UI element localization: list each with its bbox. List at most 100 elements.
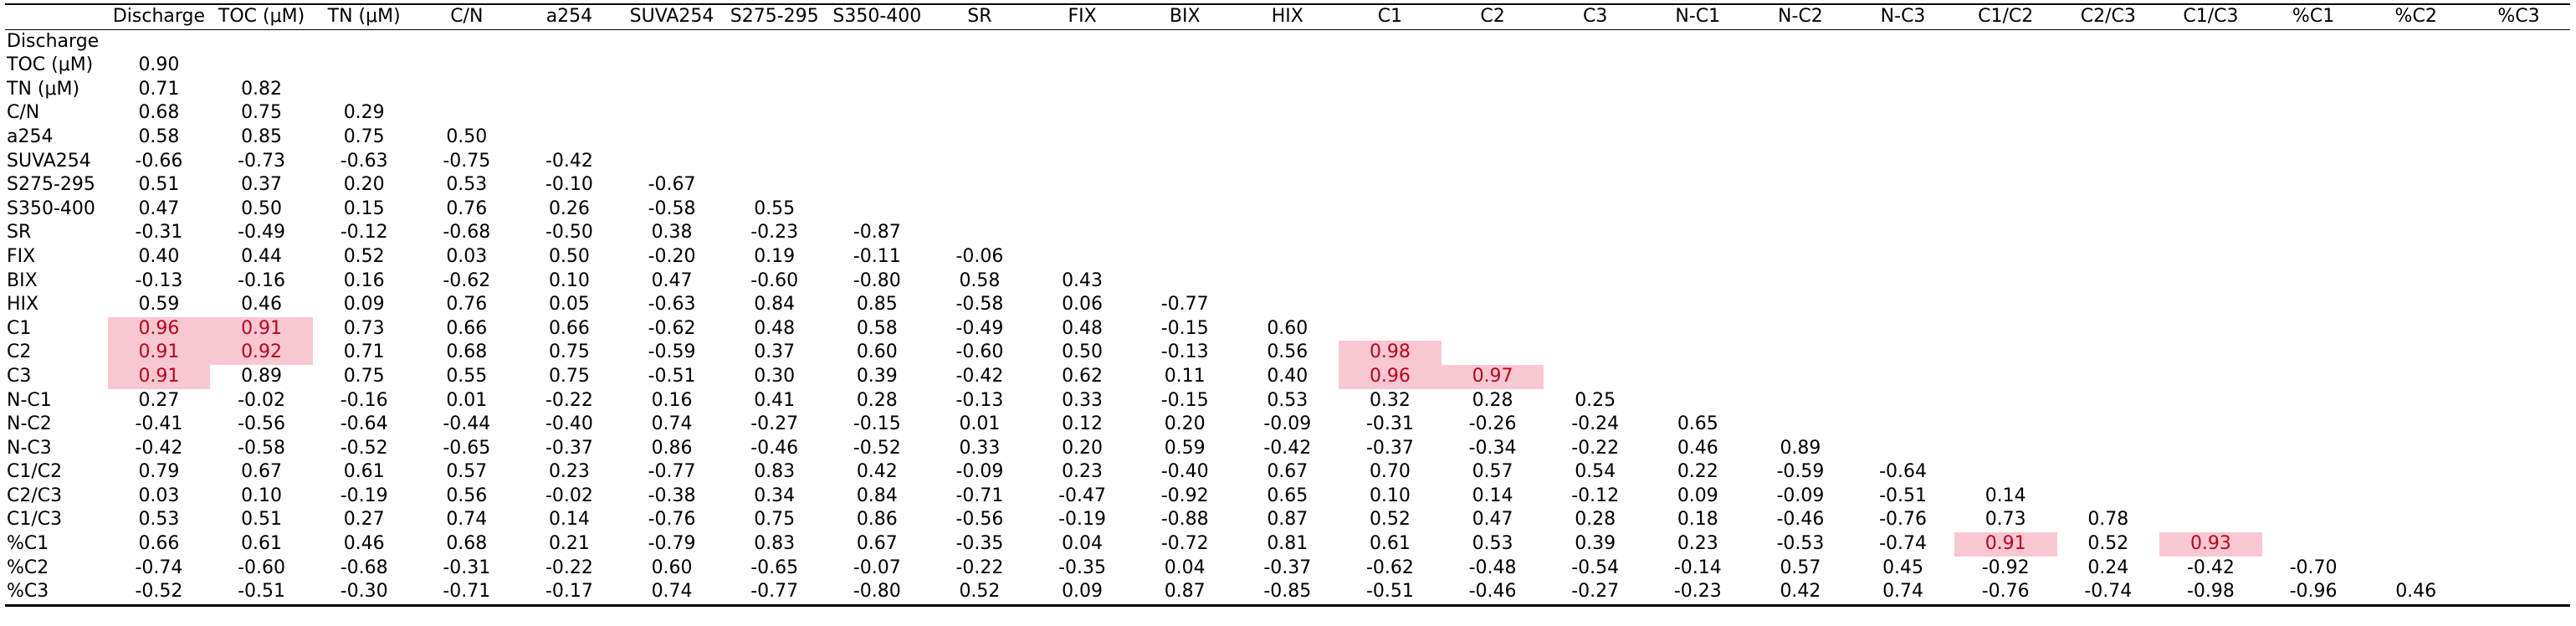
empty-cell [2262,221,2365,245]
empty-cell [2467,389,2570,413]
table-cell: -0.49 [238,222,286,244]
empty-cell [1134,245,1237,269]
table-row: FIX 0.40 0.44 0.52 0.03 0.50 -0.20 0.19 -0.11 -0.… [5,245,2570,269]
empty-cell [1237,29,1339,54]
table-cell: 0.27 [138,389,180,411]
table-cell: -0.74 [1879,533,1928,555]
table-cell: -0.15 [1160,389,1209,411]
table-cell: 0.39 [856,365,898,387]
table-cell: -0.52 [340,437,388,459]
row-label: %C3 [5,580,108,607]
empty-cell [1749,173,1852,198]
empty-cell [518,126,621,150]
table-cell: 0.09 [343,294,385,316]
empty-cell [1134,78,1237,102]
table-cell: -0.48 [1468,557,1517,578]
empty-cell [1237,198,1339,222]
empty-cell [2057,293,2160,317]
empty-cell [1646,150,1749,174]
table-cell: 0.68 [446,533,488,555]
empty-cell [1544,245,1646,269]
empty-cell [1851,54,1954,78]
empty-cell [621,101,724,126]
table-cell: 0.47 [138,198,180,219]
empty-cell [1339,150,1442,174]
table-cell: 0.04 [1062,533,1104,555]
empty-cell [1851,413,1954,437]
table-cell: 0.76 [446,294,488,316]
empty-cell [1339,101,1442,126]
empty-cell [2057,365,2160,389]
empty-cell [1749,293,1852,317]
table-cell: -0.88 [1160,509,1209,531]
empty-cell [2467,508,2570,532]
table-cell: 0.32 [1369,389,1411,411]
table-cell: -0.24 [1571,413,1620,435]
table-cell: -0.35 [955,533,1004,555]
table-cell: 0.79 [138,461,180,483]
table-cell: 0.23 [1677,533,1718,555]
empty-cell [2467,365,2570,389]
table-cell: -0.13 [955,389,1004,411]
empty-cell [1954,198,2057,222]
table-cell: -0.64 [1879,461,1928,483]
empty-cell [929,173,1032,198]
highlighted-cell: 0.98 [1339,341,1442,365]
empty-cell [1749,245,1852,269]
row-label: FIX [7,245,36,267]
column-header: BIX [1133,3,1237,30]
table-cell: 0.65 [1267,485,1308,506]
empty-cell [2262,437,2365,461]
empty-cell [1544,317,1646,341]
empty-cell [1237,150,1339,174]
empty-cell [518,29,621,54]
table-cell: 0.67 [856,533,898,555]
empty-cell [1544,173,1646,198]
empty-cell [2364,29,2467,54]
table-cell: 0.66 [548,317,590,339]
empty-cell [1954,365,2057,389]
table-cell: 0.58 [856,317,898,339]
table-cell: -0.77 [723,580,826,607]
table-cell: -0.64 [340,413,388,435]
empty-cell [1237,269,1339,294]
table-cell: -0.77 [1160,294,1209,316]
empty-cell [2262,460,2365,485]
empty-cell [929,54,1032,78]
empty-cell [2262,389,2365,413]
table-cell: 0.42 [856,461,898,483]
empty-cell [1134,221,1237,245]
empty-cell [1646,126,1749,150]
empty-cell [2467,557,2570,581]
empty-cell [1851,101,1954,126]
table-cell: -0.65 [750,557,799,578]
table-cell: 0.71 [138,78,180,100]
empty-cell [2467,460,2570,485]
empty-cell [1544,150,1646,174]
column-header: Discharge [107,3,211,30]
table-cell: 0.58 [138,126,180,147]
table-cell: -0.37 [545,437,593,459]
table-cell: -0.96 [2261,580,2365,607]
empty-cell [1646,341,1749,365]
table-cell: 0.87 [1133,580,1237,607]
empty-cell [1134,173,1237,198]
table-cell: 0.24 [2087,557,2129,578]
table-cell: -0.22 [545,557,593,578]
empty-cell [2467,341,2570,365]
corner-cell [5,3,108,30]
table-cell: 0.71 [343,341,385,363]
empty-cell [2262,269,2365,294]
table-cell: 0.75 [241,102,283,124]
column-header: %C1 [2261,3,2365,30]
table-cell: 0.48 [1062,317,1104,339]
table-body: Discharge TOC (μM) 0.90 TN (μM) 0.71 0.82 C/N 0… [5,29,2570,607]
table-cell: 0.20 [1164,413,1206,435]
empty-cell [1646,365,1749,389]
empty-cell [723,54,826,78]
table-row: S350-400 0.47 0.50 0.15 0.76 0.26 -0.58 0.55 [5,198,2570,222]
table-cell: -0.51 [1879,485,1928,506]
empty-cell [1749,317,1852,341]
table-cell: -0.58 [648,198,696,219]
table-cell: -0.23 [1646,580,1749,607]
